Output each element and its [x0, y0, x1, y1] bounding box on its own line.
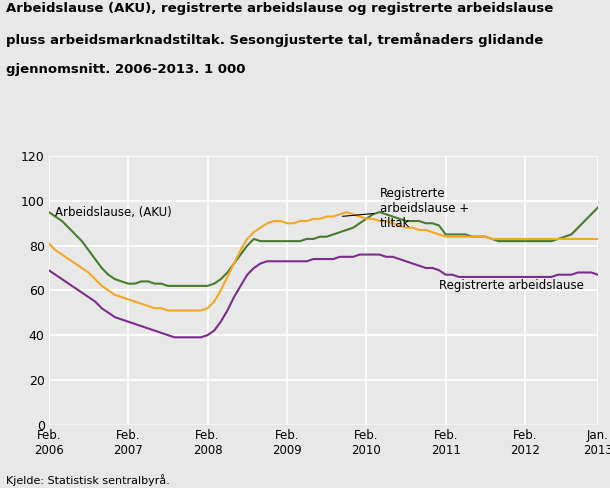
- Text: gjennomsnitt. 2006-2013. 1 000: gjennomsnitt. 2006-2013. 1 000: [6, 63, 246, 76]
- Text: Arbeidslause, (AKU): Arbeidslause, (AKU): [56, 206, 172, 219]
- Text: Registrerte
arbeidslause +
tiltak: Registrerte arbeidslause + tiltak: [343, 187, 468, 230]
- Text: Arbeidslause (AKU), registrerte arbeidslause og registrerte arbeidslause: Arbeidslause (AKU), registrerte arbeidsl…: [6, 2, 553, 16]
- Text: Registrerte arbeidslause: Registrerte arbeidslause: [439, 280, 584, 292]
- Text: pluss arbeidsmarknadstiltak. Sesongjusterte tal, tremånaders glidande: pluss arbeidsmarknadstiltak. Sesongjuste…: [6, 33, 544, 47]
- Text: Kjelde: Statistisk sentralbyrå.: Kjelde: Statistisk sentralbyrå.: [6, 474, 170, 486]
